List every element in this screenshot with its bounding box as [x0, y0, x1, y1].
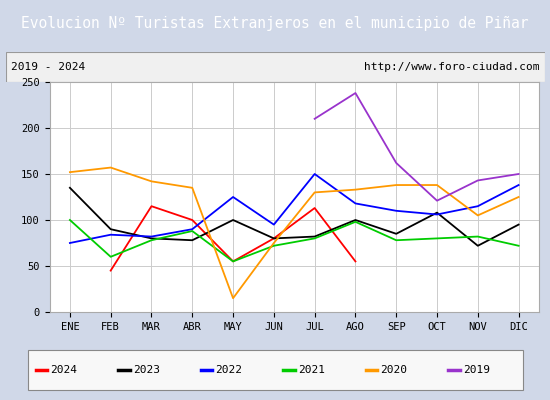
- Text: 2019: 2019: [463, 365, 490, 375]
- FancyBboxPatch shape: [28, 350, 522, 390]
- Text: 2019 - 2024: 2019 - 2024: [11, 62, 85, 72]
- Text: 2024: 2024: [51, 365, 78, 375]
- Text: 2023: 2023: [133, 365, 160, 375]
- Text: 2022: 2022: [216, 365, 243, 375]
- Text: 2020: 2020: [381, 365, 408, 375]
- Text: http://www.foro-ciudad.com: http://www.foro-ciudad.com: [364, 62, 539, 72]
- Text: Evolucion Nº Turistas Extranjeros en el municipio de Piñar: Evolucion Nº Turistas Extranjeros en el …: [21, 16, 529, 31]
- FancyBboxPatch shape: [6, 52, 544, 82]
- Text: 2021: 2021: [298, 365, 325, 375]
